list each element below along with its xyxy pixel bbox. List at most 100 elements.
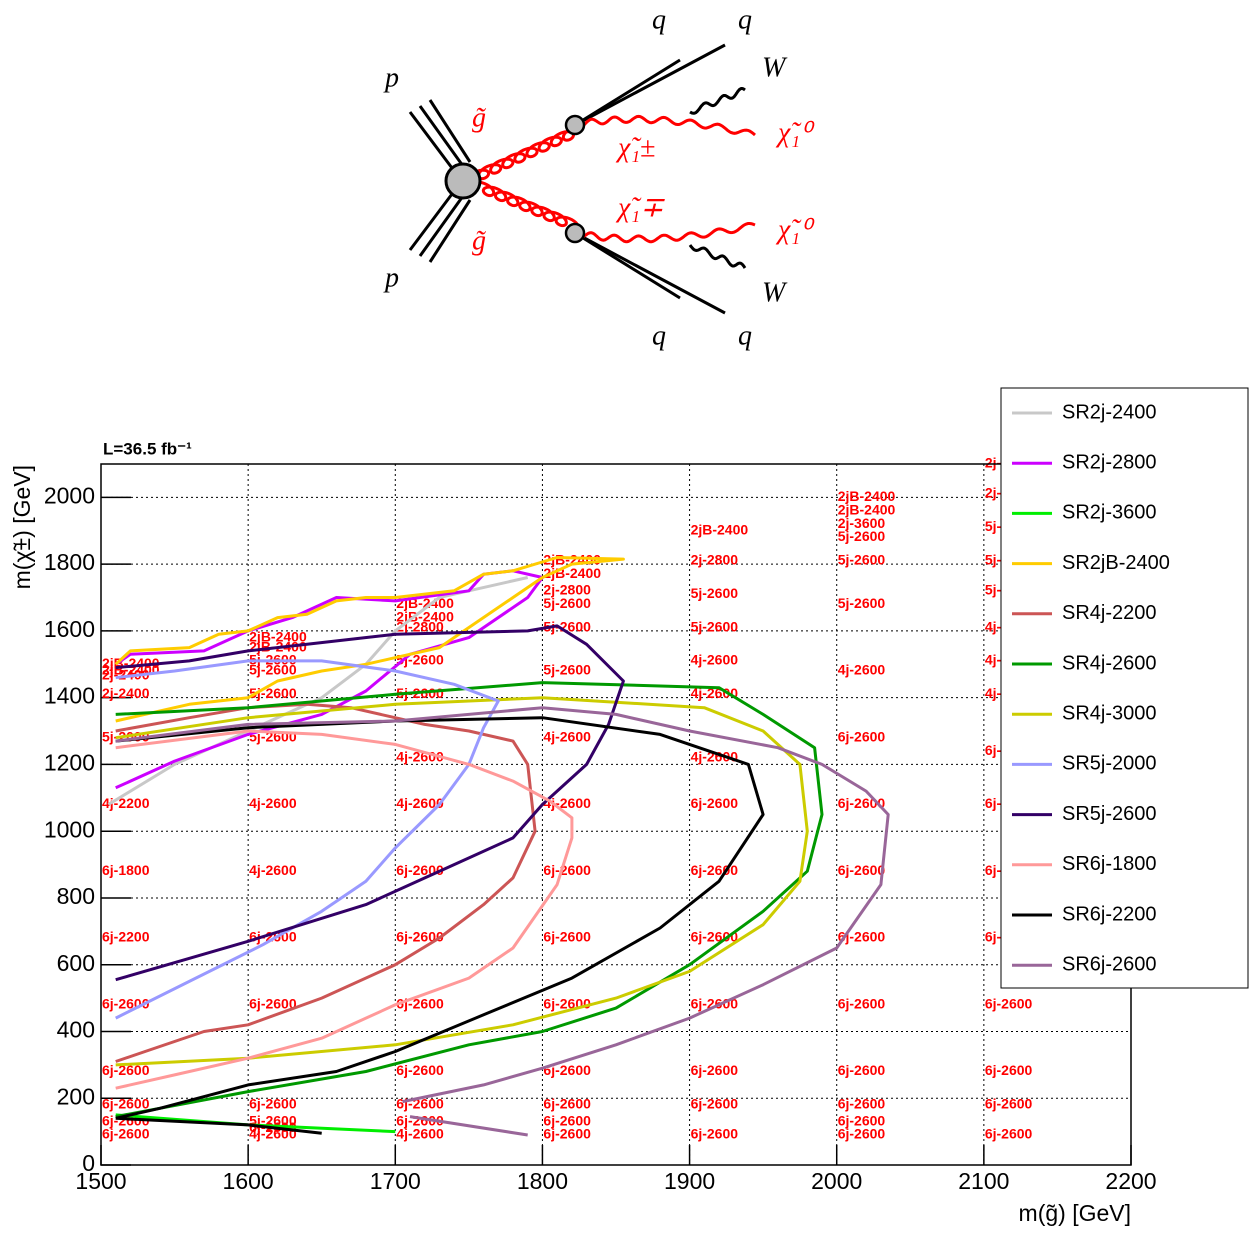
point-label: 6j- bbox=[985, 929, 1002, 945]
point-label: 2j-2800 bbox=[543, 582, 591, 598]
vertex bbox=[444, 162, 482, 200]
legend-label: SR6j-2200 bbox=[1062, 903, 1157, 925]
series-lines bbox=[107, 556, 890, 1137]
point-label: 6j-2600 bbox=[838, 1062, 886, 1078]
diagram-label: q bbox=[652, 4, 666, 35]
y-tick-label: 1000 bbox=[44, 816, 95, 842]
diagram-label: χ̃₁⁰ bbox=[775, 117, 815, 148]
point-label: 6j-2200 bbox=[102, 929, 150, 945]
point-label: 6j- bbox=[985, 862, 1002, 878]
point-label: 6j-2600 bbox=[396, 1112, 444, 1128]
chargino-line bbox=[573, 222, 756, 244]
point-label: 6j-2600 bbox=[985, 1096, 1033, 1112]
series-line bbox=[115, 624, 625, 982]
series-line bbox=[115, 681, 824, 1119]
point-label: 4j-2600 bbox=[543, 795, 591, 811]
point-label: 2jB-2400 bbox=[838, 501, 896, 517]
legend: SR2j-2400 SR2j-2800 SR2j-3600 SR2jB-2400 SR4… bbox=[1000, 387, 1249, 989]
point-label: 2j-2400 bbox=[102, 685, 150, 701]
diagram-label: q bbox=[738, 4, 752, 35]
legend-label: SR4j-3000 bbox=[1062, 702, 1157, 724]
lumi-label: L=36.5 fb⁻¹ bbox=[103, 439, 192, 458]
point-label: 2jB-2400 bbox=[691, 521, 749, 537]
point-label: 6j-2600 bbox=[691, 995, 739, 1011]
legend-label: SR5j-2000 bbox=[1062, 753, 1157, 775]
diagram-label: g̃ bbox=[472, 225, 487, 256]
diagram-label: χ̃₁⁰ bbox=[775, 214, 815, 245]
point-label: 6j-2600 bbox=[838, 1126, 886, 1142]
point-label: 6j-2600 bbox=[543, 929, 591, 945]
x-tick-label: 1700 bbox=[370, 1168, 421, 1194]
x-tick-label: 1800 bbox=[517, 1168, 568, 1194]
y-axis-title: m(χ̃±) [GeV] bbox=[9, 465, 35, 589]
y-tick-label: 400 bbox=[57, 1017, 95, 1043]
proton-line bbox=[428, 199, 472, 263]
point-label: 5j-2600 bbox=[691, 585, 739, 601]
point-label: 5j- bbox=[985, 518, 1002, 534]
point-label: 5j-2600 bbox=[249, 662, 297, 678]
point-label: 5j-2600 bbox=[691, 618, 739, 634]
diagram-label: g̃ bbox=[472, 102, 487, 133]
point-label: 2jB-2400 bbox=[838, 488, 896, 504]
point-label: 6j-2600 bbox=[838, 1112, 886, 1128]
diagram-label: χ̃₁± bbox=[615, 132, 655, 163]
point-label: 4j- bbox=[985, 685, 1002, 701]
diagram-label: χ̃₁∓ bbox=[615, 192, 665, 223]
x-tick-label: 2200 bbox=[1105, 1168, 1156, 1194]
point-label: 4j-2600 bbox=[249, 862, 297, 878]
y-tick-label: 1400 bbox=[44, 683, 95, 709]
w-line bbox=[689, 87, 746, 115]
point-label: 6j-2600 bbox=[691, 1062, 739, 1078]
y-tick-label: 1800 bbox=[44, 549, 95, 575]
legend-box bbox=[1000, 387, 1249, 989]
point-label: 6j-2600 bbox=[543, 995, 591, 1011]
proton-line bbox=[428, 99, 472, 163]
point-label: 5j-2600 bbox=[543, 618, 591, 634]
series-line bbox=[115, 696, 809, 1067]
point-label: 5j- bbox=[985, 582, 1002, 598]
gluino-line bbox=[469, 180, 581, 233]
y-tick-label: 800 bbox=[57, 883, 95, 909]
point-label: 6j-2600 bbox=[543, 1126, 591, 1142]
point-label: 6j-2600 bbox=[396, 929, 444, 945]
plot: 1500 1600 1700 1800 1900 2000 2100 2200 0 200 400 6… bbox=[44, 464, 1157, 1194]
legend-label: SR6j-1800 bbox=[1062, 853, 1157, 875]
point-label: 6j-2600 bbox=[691, 1126, 739, 1142]
y-tick-label: 600 bbox=[57, 950, 95, 976]
legend-label: SR2j-2800 bbox=[1062, 451, 1157, 473]
y-tick-label: 1200 bbox=[44, 750, 95, 776]
point-label: 4j-2600 bbox=[838, 662, 886, 678]
series-line bbox=[115, 706, 890, 1137]
point-label: 2j-2800 bbox=[691, 552, 739, 568]
y-tick-label: 2000 bbox=[44, 482, 95, 508]
point-label: 6j-2600 bbox=[691, 795, 739, 811]
point-label: 4j-2600 bbox=[396, 1126, 444, 1142]
series-line bbox=[115, 702, 537, 1063]
point-label: 6j-2600 bbox=[543, 1062, 591, 1078]
point-label: 6j-2600 bbox=[249, 1096, 297, 1112]
point-label: 4j-2600 bbox=[691, 652, 739, 668]
point-label: 4j-2600 bbox=[396, 748, 444, 764]
point-label: 6j- bbox=[985, 795, 1002, 811]
diagram-label: q bbox=[652, 320, 666, 351]
point-label: 6j-2600 bbox=[838, 929, 886, 945]
point-label: 6j-2600 bbox=[543, 1112, 591, 1128]
point-label: 2jB-2400 bbox=[249, 628, 307, 644]
legend-label: SR4j-2200 bbox=[1062, 602, 1157, 624]
point-label: 2j- bbox=[985, 455, 1002, 471]
point-label: 6j-2600 bbox=[396, 1062, 444, 1078]
point-label: 6j-2600 bbox=[985, 995, 1033, 1011]
point-label: 6j-1800 bbox=[102, 862, 150, 878]
x-tick-label: 2100 bbox=[958, 1168, 1009, 1194]
point-label: 4j-2200 bbox=[102, 795, 150, 811]
x-axis-title: m(g̃) [GeV] bbox=[1019, 1200, 1131, 1226]
point-label: 2j-3600 bbox=[838, 515, 886, 531]
proton-line bbox=[418, 195, 465, 257]
point-label: 5j-2600 bbox=[838, 595, 886, 611]
diagram-label: W bbox=[762, 52, 788, 83]
legend-label: SR5j-2600 bbox=[1062, 803, 1157, 825]
diagram-label: W bbox=[762, 277, 788, 308]
chargino-line bbox=[574, 114, 756, 137]
point-label: 5j- bbox=[985, 552, 1002, 568]
